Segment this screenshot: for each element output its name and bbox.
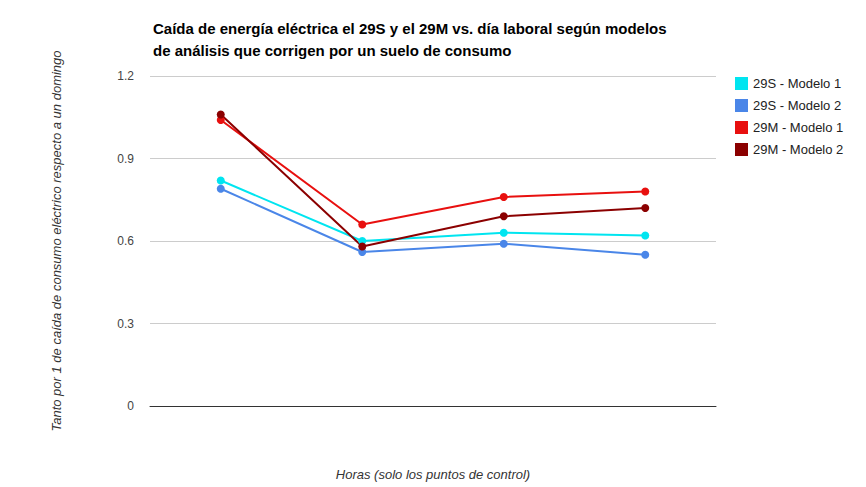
svg-text:29S - Modelo 1: 29S - Modelo 1 bbox=[753, 76, 841, 91]
svg-text:0.6: 0.6 bbox=[117, 234, 134, 248]
svg-text:0.9: 0.9 bbox=[117, 152, 134, 166]
svg-text:Tanto por 1 de caída de consum: Tanto por 1 de caída de consumo eléctric… bbox=[49, 50, 64, 431]
svg-text:29M - Modelo 2: 29M - Modelo 2 bbox=[753, 142, 843, 157]
svg-text:Horas (solo los puntos de cont: Horas (solo los puntos de control) bbox=[336, 467, 530, 482]
svg-text:0.3: 0.3 bbox=[117, 317, 134, 331]
svg-text:de análisis que corrigen por u: de análisis que corrigen por un suelo de… bbox=[153, 42, 511, 59]
svg-text:29M - Modelo 1: 29M - Modelo 1 bbox=[753, 120, 843, 135]
svg-text:29S - Modelo 2: 29S - Modelo 2 bbox=[753, 98, 841, 113]
svg-text:Caída de energía eléctrica el: Caída de energía eléctrica el 29S y el 2… bbox=[153, 20, 671, 37]
svg-text:0: 0 bbox=[127, 399, 134, 413]
svg-text:1.2: 1.2 bbox=[117, 69, 134, 83]
